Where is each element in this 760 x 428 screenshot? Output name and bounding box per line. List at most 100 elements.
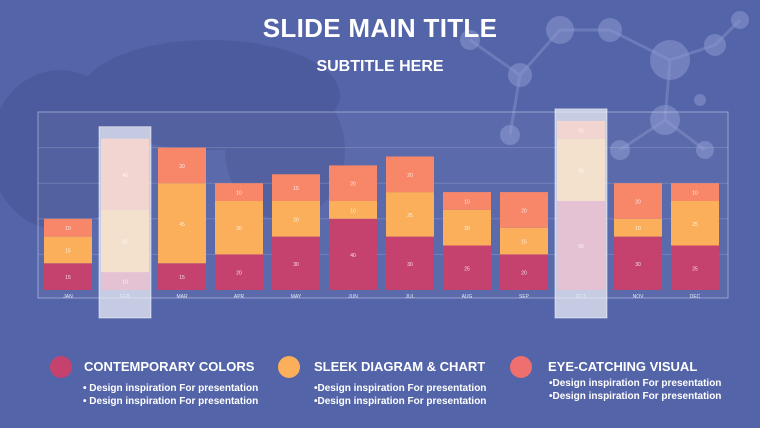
bar-value-label: 15 — [65, 275, 71, 281]
bar-segment-dec-s1 — [671, 245, 719, 290]
bar-value-label: 20 — [179, 164, 185, 170]
legend-line: • Design inspiration For presentation — [83, 383, 259, 394]
legend-dot-icon — [50, 356, 72, 378]
bar-value-label: 20 — [293, 217, 299, 223]
x-tick-label: SEP — [519, 294, 530, 300]
bar-value-label: 15 — [65, 248, 71, 254]
bar-segment-jul-s1 — [386, 236, 434, 290]
bar-value-label: 15 — [293, 186, 299, 192]
legend-line: •Design inspiration For presentation — [314, 395, 487, 407]
legend-label: SLEEK DIAGRAM & CHART — [314, 359, 486, 374]
highlight-column-oct — [554, 108, 608, 319]
bar-value-label: 25 — [692, 222, 698, 228]
bar-segment-jan-s2 — [44, 236, 92, 264]
bar-value-label: 15 — [179, 275, 185, 281]
x-tick-label: JUL — [406, 294, 415, 300]
legend-dot-icon — [510, 356, 532, 378]
gridlines — [38, 147, 728, 255]
x-tick-label: MAR — [176, 294, 188, 300]
legend-line: •Design inspiration For presentation — [314, 383, 487, 394]
bar-segment-apr-s1 — [215, 254, 263, 290]
x-tick-label: DEC — [690, 294, 701, 300]
legend-line: •Design inspiration For presentation — [549, 390, 722, 402]
highlight-columns — [98, 108, 608, 319]
bar-value-label: 30 — [236, 226, 242, 232]
bar-segment-mar-s1 — [158, 263, 206, 290]
x-tick-label: MAY — [291, 294, 302, 300]
bar-value-label: 20 — [635, 200, 641, 206]
legend-line: •Design inspiration For presentation — [549, 378, 722, 389]
bar-segment-aug-s1 — [443, 245, 491, 290]
bar-value-label: 40 — [122, 173, 128, 179]
bar-value-label: 20 — [521, 208, 527, 214]
bar-segment-mar-s3 — [158, 147, 206, 184]
bar-segment-aug-s3 — [443, 192, 491, 210]
bar-value-label: 10 — [122, 280, 128, 286]
bar-value-label: 20 — [236, 271, 242, 277]
slide-title: SLIDE MAIN TITLE — [262, 13, 498, 43]
legend-label: EYE-CATCHING VISUAL — [548, 359, 698, 374]
bar-value-label: 10 — [236, 191, 242, 197]
x-tick-label: JAN — [63, 294, 73, 300]
highlight-column-feb — [98, 126, 152, 319]
bar-value-label: 10 — [464, 200, 470, 206]
bar-segment-nov-s2 — [614, 218, 662, 237]
bar-labels: 15 15 10 10 35 40 15 45 20 20 30 10 30 20 15 40 10 20 30 25… — [65, 128, 698, 285]
bar-value-label: 20 — [464, 226, 470, 232]
legend-line: • Design inspiration For presentation — [83, 395, 259, 407]
bar-segment-dec-s2 — [671, 201, 719, 246]
bar-segment-may-s1 — [272, 236, 320, 290]
bar-segment-apr-s3 — [215, 183, 263, 201]
bar-segment-jun-s3 — [329, 165, 377, 201]
bar-value-label: 20 — [521, 271, 527, 277]
bar-segment-may-s3 — [272, 174, 320, 201]
bar-segment-nov-s3 — [614, 183, 662, 219]
slide-subtitle: SUBTITLE HERE — [316, 58, 444, 75]
bar-value-label: 15 — [521, 240, 527, 246]
legend-label: CONTEMPORARY COLORS — [84, 359, 255, 374]
bar-value-label: 50 — [578, 244, 584, 250]
bar-value-label: 30 — [293, 262, 299, 268]
bar-segment-may-s2 — [272, 201, 320, 237]
legend-dot-icon — [278, 356, 300, 378]
bar-segment-apr-s2 — [215, 201, 263, 255]
bar-segment-jan-s3 — [44, 218, 92, 237]
x-tick-label: AUG — [462, 294, 473, 300]
bar-value-label: 10 — [578, 128, 584, 134]
bar-value-label: 10 — [635, 226, 641, 232]
legend-description: •Design inspiration For presentation •De… — [549, 378, 721, 403]
bar-segment-nov-s1 — [614, 236, 662, 290]
x-tick-label: JUN — [348, 294, 358, 300]
bar-segment-jun-s1 — [329, 218, 377, 290]
bar-value-label: 20 — [350, 182, 356, 188]
bar-segment-jun-s2 — [329, 201, 377, 219]
bar-value-label: 35 — [122, 240, 128, 246]
bar-segment-sep-s3 — [500, 192, 548, 228]
microscope-shape — [80, 40, 340, 150]
bar-segment-mar-s2 — [158, 183, 206, 264]
plot-frame — [37, 111, 729, 299]
bar-value-label: 10 — [692, 191, 698, 197]
bar-value-label: 20 — [407, 173, 413, 179]
bar-segment-aug-s2 — [443, 209, 491, 246]
bar-value-label: 25 — [407, 213, 413, 219]
bar-value-label: 30 — [407, 262, 413, 268]
microscope-shape — [0, 70, 130, 230]
bar-segment-sep-s1 — [500, 254, 548, 290]
bar-segment-dec-s3 — [671, 183, 719, 201]
x-tick-label: APR — [234, 294, 245, 300]
bar-segment-jul-s2 — [386, 192, 434, 237]
bar-segment-jul-s3 — [386, 156, 434, 193]
bar-value-label: 10 — [65, 226, 71, 232]
legend-description: • Design inspiration For presentation • … — [83, 383, 258, 408]
bar-segment-sep-s2 — [500, 227, 548, 255]
bar-value-label: 25 — [692, 266, 698, 272]
bar-value-label: 10 — [350, 208, 356, 214]
x-tick-label: FEB — [120, 294, 130, 300]
bar-segment-jan-s1 — [44, 263, 92, 290]
bar-value-label: 40 — [350, 253, 356, 259]
legend-description: •Design inspiration For presentation •De… — [314, 383, 486, 408]
molecule-atoms — [460, 11, 749, 160]
bar-value-label: 35 — [578, 168, 584, 174]
bar-value-label: 45 — [179, 222, 185, 228]
